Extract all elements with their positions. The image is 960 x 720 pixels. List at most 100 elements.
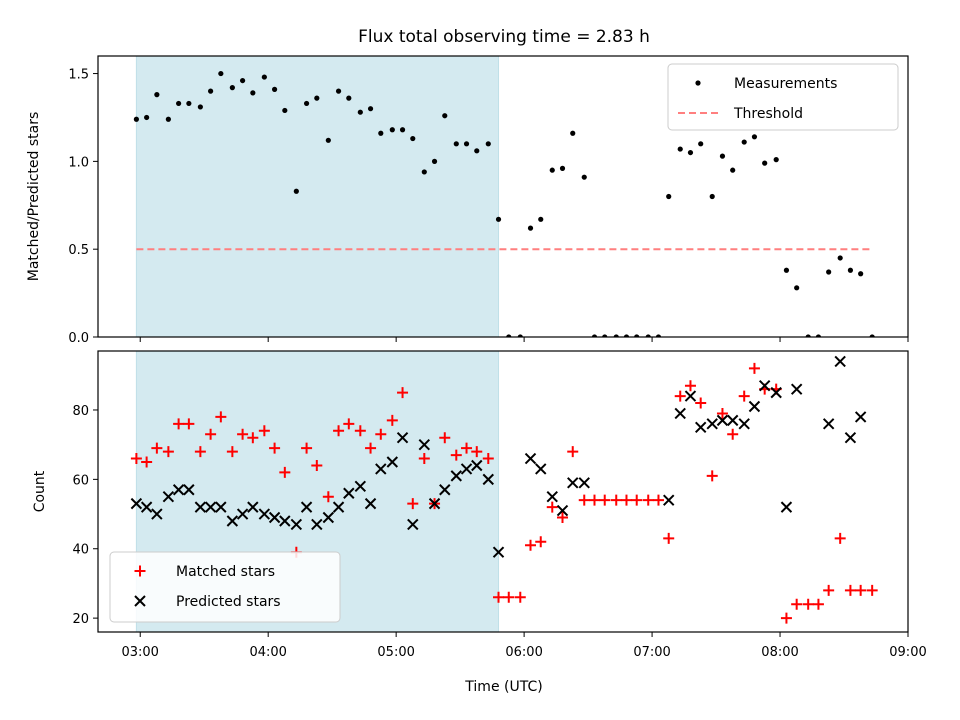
bottom-x-point-5 (183, 484, 195, 496)
top-dot-point-3 (165, 116, 171, 122)
bottom-plus-point-31 (461, 442, 473, 454)
top-dot-point-30 (453, 141, 459, 147)
x-tick-label-1: 04:00 (249, 645, 286, 660)
top-dot-point-47 (634, 334, 640, 337)
bottom-plus-point-69 (866, 584, 878, 596)
top-dot-point-50 (666, 193, 672, 200)
top-dot-point-5 (186, 100, 192, 107)
top-dot-point-45 (613, 334, 619, 337)
bottom-plus-point-63 (802, 598, 814, 610)
top-dot-point-33 (485, 141, 491, 147)
bottom-x-point-12 (258, 508, 271, 520)
top-dot-point-63 (805, 334, 811, 337)
bottom-plus-point-56 (727, 428, 739, 440)
top-dot-point-46 (623, 334, 630, 337)
bottom-x-point-40 (578, 477, 590, 489)
bottom-legend-marker-0 (134, 565, 146, 577)
bottom-plus-point-26 (407, 498, 419, 510)
bottom-x-point-38 (556, 504, 569, 517)
bottom-legend: Matched stars Predicted stars (109, 551, 341, 623)
top-dot-point-57 (741, 139, 747, 145)
bottom-plus-point-5 (183, 418, 195, 430)
top-dot-point-56 (730, 167, 736, 173)
bottom-y-tick-label-3: 80 (72, 404, 89, 419)
top-dot-point-49 (655, 334, 662, 337)
bottom-x-point-46 (716, 414, 729, 427)
top-dot-point-26 (410, 135, 416, 142)
bottom-plus-point-20 (343, 418, 355, 430)
bottom-plus-point-53 (695, 397, 707, 409)
bottom-panel: 20 40 60 80 03:00 04:00 05:00 06:00 07:00 08:00 09… (32, 350, 927, 660)
bottom-plus-point-3 (162, 446, 174, 458)
bottom-plus-point-30 (450, 449, 462, 461)
top-dot-point-2 (154, 92, 160, 98)
bottom-plus-point-4 (173, 418, 185, 430)
bottom-plus-point-39 (546, 501, 558, 513)
bottom-x-point-35 (524, 452, 537, 465)
bottom-x-point-16 (300, 501, 313, 513)
top-legend-label-0: Measurements (734, 76, 837, 92)
top-dot-point-1 (144, 114, 150, 121)
top-dot-point-17 (314, 95, 320, 101)
bottom-x-point-19 (332, 501, 345, 513)
top-dot-point-18 (325, 137, 331, 143)
top-dot-point-39 (549, 167, 555, 173)
bottom-plus-point-42 (578, 494, 590, 506)
bottom-plus-point-61 (780, 612, 792, 624)
bottom-y-tick-label-2: 60 (72, 473, 89, 488)
bottom-x-point-56 (844, 432, 857, 444)
top-legend-label-1: Threshold (733, 106, 803, 122)
top-dot-point-62 (794, 285, 800, 291)
top-dot-point-0 (133, 116, 139, 122)
bottom-plus-point-24 (386, 414, 398, 426)
top-dot-point-69 (869, 334, 875, 337)
bottom-plus-point-29 (439, 432, 451, 444)
bottom-x-point-53 (790, 383, 803, 395)
bottom-plus-point-58 (748, 362, 760, 374)
bottom-x-point-39 (567, 477, 579, 489)
bottom-plus-point-64 (812, 598, 824, 610)
top-dot-point-14 (282, 107, 288, 114)
top-dot-point-61 (783, 267, 790, 273)
bottom-plus-point-66 (834, 532, 846, 544)
top-dot-point-68 (858, 271, 864, 277)
bottom-x-point-23 (375, 463, 387, 475)
top-y-tick-label-0: 0.0 (68, 331, 89, 346)
bottom-plus-point-14 (279, 466, 291, 478)
bottom-x-point-11 (247, 501, 259, 513)
bottom-plus-point-40 (557, 512, 569, 524)
x-axis-title: Time (UTC) (464, 679, 542, 695)
bottom-x-point-50 (758, 379, 771, 392)
bottom-axes-frame (97, 350, 909, 633)
bottom-x-point-34 (492, 546, 505, 558)
bottom-x-point-20 (343, 487, 355, 499)
bottom-x-point-48 (738, 418, 750, 430)
bottom-x-point-29 (439, 484, 451, 496)
bottom-plus-point-41 (567, 446, 579, 458)
bottom-x-point-2 (151, 508, 163, 520)
bottom-plus-point-38 (535, 536, 547, 548)
bottom-plus-point-43 (588, 494, 600, 506)
bottom-x-point-9 (226, 515, 239, 527)
top-dot-point-8 (218, 70, 224, 77)
bottom-x-point-17 (311, 518, 323, 531)
top-dot-point-25 (399, 127, 406, 133)
top-dot-point-28 (431, 158, 438, 164)
bottom-x-point-13 (268, 511, 281, 524)
bottom-y-tick-label-1: 40 (72, 543, 89, 558)
bottom-plus-point-46 (620, 494, 632, 506)
top-dot-point-35 (506, 334, 512, 337)
bottom-plus-point-34 (493, 591, 505, 603)
top-dot-point-9 (229, 85, 235, 91)
bottom-plus-point-1 (141, 456, 153, 468)
bottom-x-point-51 (770, 386, 782, 399)
bottom-legend-label-1: Predicted stars (176, 594, 281, 610)
top-dot-point-55 (719, 153, 726, 159)
top-dot-point-48 (645, 334, 651, 337)
bottom-x-point-25 (396, 432, 409, 444)
top-dot-point-16 (303, 100, 310, 107)
top-dot-point-66 (837, 255, 843, 261)
x-tick-label-6: 09:00 (889, 645, 926, 660)
bottom-plus-point-16 (301, 442, 313, 454)
top-dot-point-31 (463, 141, 470, 147)
